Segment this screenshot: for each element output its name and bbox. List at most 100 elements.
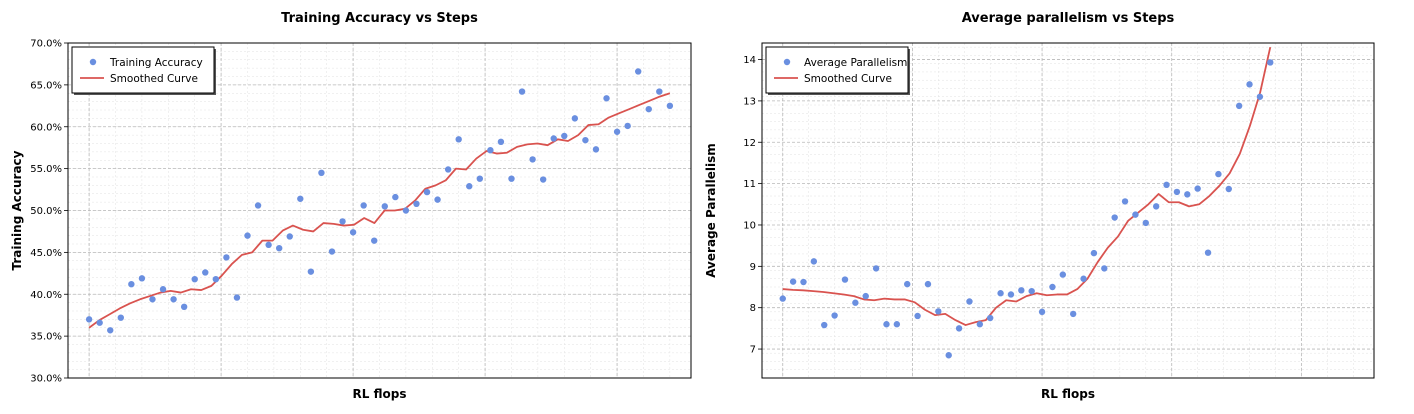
data-point [1121, 198, 1129, 205]
data-point [328, 248, 336, 255]
data-point [1173, 188, 1181, 196]
data-point [223, 254, 230, 261]
legend: Average Parallelism Smoothed Curve [765, 46, 910, 95]
plot-area [762, 43, 1374, 378]
data-point [360, 202, 367, 209]
y-tick-label: 30.0% [30, 374, 62, 385]
data-point [212, 275, 220, 283]
data-point [987, 314, 994, 322]
data-point [1235, 102, 1243, 110]
legend-box [765, 46, 909, 94]
legend-label-points: Average Parallelism [804, 57, 907, 69]
data-point [852, 299, 859, 306]
data-point [1152, 203, 1160, 210]
data-point [539, 176, 547, 183]
data-point [466, 183, 473, 190]
data-point [381, 203, 388, 210]
data-point [904, 280, 911, 288]
y-axis-label: Training Accuracy [10, 150, 24, 270]
x-axis-label: RL flops [353, 387, 407, 401]
data-point [1049, 283, 1056, 291]
data-point [1038, 308, 1046, 316]
data-point [476, 175, 484, 182]
y-tick-label: 9 [750, 262, 756, 273]
y-tick-label: 70.0% [30, 39, 62, 50]
data-point [423, 188, 431, 196]
data-point [561, 132, 568, 140]
y-tick-label: 55.0% [30, 164, 62, 175]
chart-training-accuracy: 30.0% 35.0% 40.0% 45.0% 50.0% 55.0% 60.0% 65.0%… [10, 11, 692, 401]
plot-frame [761, 42, 1375, 379]
legend: Training Accuracy Smoothed Curve [71, 46, 216, 95]
data-point [955, 325, 963, 332]
data-point [645, 105, 652, 113]
data-point [518, 88, 526, 95]
data-point [1080, 275, 1087, 282]
y-tick-label: 35.0% [30, 332, 62, 343]
data-point [202, 269, 209, 276]
data-point [810, 258, 818, 265]
y-tick-label: 40.0% [30, 290, 62, 301]
legend-label-line: Smoothed Curve [110, 73, 198, 85]
data-point [924, 280, 932, 288]
legend-box [71, 46, 215, 94]
data-point [434, 196, 441, 203]
data-point [893, 321, 901, 328]
data-point [914, 312, 921, 320]
legend-marker-points [89, 58, 97, 66]
data-point [1101, 265, 1108, 272]
y-tick-label: 14 [743, 55, 756, 66]
data-point [170, 296, 177, 303]
plot-frame [67, 42, 692, 379]
y-tick-label: 10 [743, 220, 756, 231]
data-point [841, 276, 849, 283]
data-point [582, 136, 589, 144]
data-point [831, 312, 838, 319]
data-point [444, 166, 452, 173]
data-point [966, 298, 973, 305]
data-point [265, 241, 272, 249]
y-tick-label: 7 [750, 345, 756, 356]
data-point [455, 136, 462, 143]
data-point [1246, 81, 1253, 88]
data-point [487, 147, 494, 154]
x-axis-label: RL flops [1041, 387, 1095, 401]
data-point [872, 265, 880, 272]
data-point [883, 321, 890, 328]
data-point [286, 233, 293, 240]
data-point [149, 296, 156, 303]
y-tick-label: 60.0% [30, 122, 62, 133]
data-point [128, 281, 135, 288]
data-point [789, 278, 797, 285]
data-point [1256, 93, 1264, 100]
data-point [85, 316, 93, 323]
smoothed-curve-line [782, 46, 1272, 326]
data-point [529, 156, 536, 163]
data-point [508, 175, 515, 182]
data-point [613, 128, 621, 135]
data-point [550, 135, 557, 142]
data-point [180, 303, 188, 311]
data-point [254, 202, 262, 209]
data-point [656, 88, 663, 95]
data-point [402, 207, 410, 214]
y-axis-label: Average Parallelism [704, 143, 718, 278]
y-tick-label: 11 [743, 179, 756, 190]
data-point [1007, 291, 1015, 298]
data-point [1111, 214, 1118, 221]
data-point [1267, 59, 1274, 66]
chart-title: Average parallelism vs Steps [962, 11, 1175, 26]
y-tick-label: 45.0% [30, 248, 62, 259]
data-point [96, 319, 103, 326]
data-point [571, 115, 579, 122]
data-point [413, 200, 420, 207]
data-point [603, 95, 610, 102]
data-point [318, 169, 325, 177]
y-tick-label: 50.0% [30, 206, 62, 217]
data-point [371, 237, 378, 244]
data-point [635, 68, 642, 75]
data-point [945, 352, 952, 359]
legend-label-points: Training Accuracy [109, 57, 203, 69]
chart-average-parallelism: 7 8 9 10 11 12 13 14 Average parallelism vs Step… [704, 11, 1375, 401]
